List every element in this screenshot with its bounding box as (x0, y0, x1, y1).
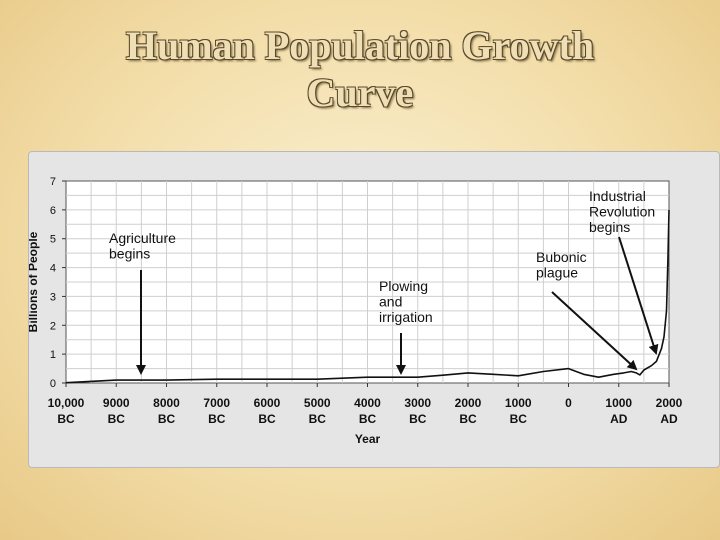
annotation-agriculture-text: Agriculture (109, 230, 176, 246)
x-tick-label-era: BC (258, 412, 276, 426)
x-tick-label: 1000 (605, 396, 632, 410)
y-tick-label: 0 (50, 378, 56, 390)
x-tick-label-era: BC (108, 412, 126, 426)
y-tick-label: 7 (50, 176, 56, 188)
population-line (65, 209, 670, 384)
y-tick-label: 3 (50, 291, 56, 303)
annotation-plowing-text: Plowing (379, 278, 428, 294)
x-tick-label: 3000 (404, 396, 431, 410)
x-tick-label: 2000 (656, 396, 683, 410)
y-tick-label: 4 (50, 263, 56, 275)
annotation-industrial-arrow (618, 236, 659, 355)
x-tick-label: 7000 (203, 396, 230, 410)
slide-title-line-1: Human Population Growth (125, 23, 595, 68)
x-tick-label-era: BC (309, 412, 327, 426)
x-tick-label-era: AD (610, 412, 628, 426)
slide-title: Human Population Growth Curve (0, 22, 720, 116)
x-tick-label-era: BC (57, 412, 75, 426)
x-tick-label: 1000 (505, 396, 532, 410)
x-tick-label: 5000 (304, 396, 331, 410)
x-tick-label-era: BC (359, 412, 377, 426)
chart-panel: 0 1 2 3 4 5 6 7 10,000 BC 9000 BC 8000 BC 7000 BC 6000 BC… (28, 151, 720, 468)
y-tick-label: 2 (50, 320, 56, 332)
slide-title-line-2: Curve (306, 70, 414, 115)
annotation-industrial-text: Industrial (589, 188, 646, 204)
x-tick-label: 10,000 (48, 396, 85, 410)
x-tick-label: 9000 (103, 396, 130, 410)
x-tick-label: 4000 (354, 396, 381, 410)
x-tick-label-era: BC (208, 412, 226, 426)
y-axis-title: Billions of People (29, 231, 40, 332)
x-tick-label-era: BC (158, 412, 176, 426)
annotation-plague-arrow (551, 291, 638, 371)
y-tick-label: 5 (50, 234, 56, 246)
x-tick-label: 0 (565, 396, 572, 410)
annotation-industrial-text: Revolution (589, 204, 655, 220)
y-tick-label: 1 (50, 349, 56, 361)
annotation-plague-text: Bubonic (536, 249, 587, 265)
x-tick-label: 2000 (455, 396, 482, 410)
annotation-agriculture-text: begins (109, 246, 150, 262)
x-tick-label: 6000 (254, 396, 281, 410)
x-tick-label-era: BC (510, 412, 528, 426)
annotation-plowing-text: irrigation (379, 309, 433, 325)
annotation-industrial-text: begins (589, 219, 630, 235)
x-tick-label-era: AD (660, 412, 678, 426)
x-tick-label-era: BC (409, 412, 427, 426)
x-tick-label-era: BC (459, 412, 477, 426)
annotation-plowing-text: and (379, 294, 402, 310)
annotation-plague-text: plague (536, 265, 578, 281)
y-tick-label: 6 (50, 205, 56, 217)
x-tick-label: 8000 (153, 396, 180, 410)
x-axis-title: Year (355, 432, 381, 446)
population-chart: 0 1 2 3 4 5 6 7 10,000 BC 9000 BC 8000 BC 7000 BC 6000 BC… (29, 176, 683, 446)
